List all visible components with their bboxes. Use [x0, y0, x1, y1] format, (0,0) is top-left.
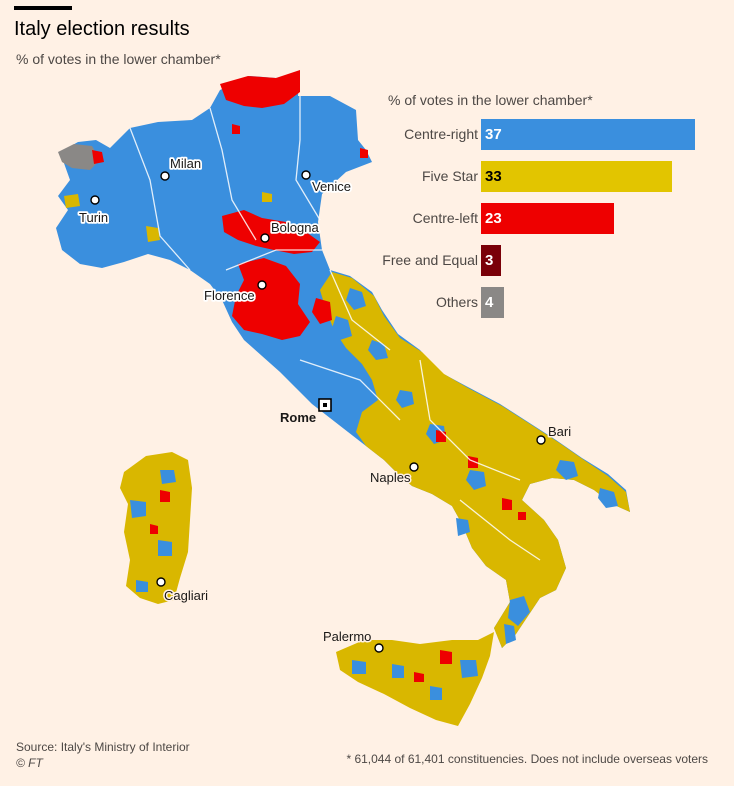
region-borders: [129, 96, 541, 561]
bar-chart-title: % of votes in the lower chamber*: [388, 92, 593, 108]
city-marker: [90, 195, 100, 205]
central-red-2: [232, 258, 310, 340]
bar-row: Centre-left 23: [0, 203, 734, 234]
bar-category-label: Centre-right: [404, 126, 478, 142]
bar-row: Free and Equal 3: [0, 245, 734, 276]
copyright-text: © FT: [16, 756, 43, 770]
bar: 23: [481, 203, 615, 234]
city-label-bari: Bari: [548, 424, 571, 439]
source-note: Source: Italy's Ministry of Interior © F…: [16, 739, 190, 771]
city-bari: Bari: [536, 423, 573, 445]
bar: 4: [481, 287, 505, 318]
city-label-rome: Rome: [280, 410, 316, 425]
city-palermo: Palermo: [322, 628, 384, 653]
south-blue-patches: [332, 288, 618, 644]
bar-value-label: 3: [485, 252, 494, 269]
ft-brand-bar: [14, 6, 72, 10]
city-label-naples: Naples: [370, 470, 411, 485]
city-venice: Venice: [301, 170, 353, 196]
city-bologna: Bologna: [260, 218, 321, 243]
north-specks: [64, 124, 368, 242]
city-marker: [156, 577, 166, 587]
city-milan: Milan: [160, 154, 203, 181]
city-marker: [374, 643, 384, 653]
city-florence: Florence: [202, 280, 267, 305]
city-marker: [260, 233, 270, 243]
central-red-1: [222, 210, 320, 254]
bar: 3: [481, 245, 501, 276]
city-label-bologna: Bologna: [271, 220, 319, 235]
page-subtitle: % of votes in the lower chamber*: [16, 51, 221, 67]
bar-row: Others 4: [0, 287, 734, 318]
south-tyrol-red: [220, 70, 300, 108]
bar-row: Five Star 33: [0, 161, 734, 192]
bar-value-label: 23: [485, 210, 502, 227]
bar-category-label: Others: [435, 294, 478, 310]
city-marker: [257, 280, 267, 290]
bar-value-label: 33: [485, 168, 502, 185]
bar-row: Centre-right 37: [0, 119, 734, 150]
city-label-venice: Venice: [312, 179, 351, 194]
city-turin: Turin: [77, 195, 110, 227]
city-label-cagliari: Cagliari: [164, 588, 208, 603]
source-text: Source: Italy's Ministry of Interior: [16, 740, 190, 754]
city-marker: [536, 435, 546, 445]
bar: 37: [481, 119, 695, 150]
city-label-milan: Milan: [170, 156, 201, 171]
bar-category-label: Centre-left: [412, 210, 478, 226]
city-marker: [160, 171, 170, 181]
central-red-3: [312, 298, 332, 324]
city-marker: [409, 462, 419, 472]
bar: 33: [481, 161, 672, 192]
bar-category-label: Five Star: [421, 168, 478, 184]
city-label-turin: Turin: [79, 210, 108, 225]
footnote: * 61,044 of 61,401 constituencies. Does …: [346, 752, 708, 766]
city-marker: [301, 170, 311, 180]
page-title: Italy election results: [14, 18, 190, 40]
island-blue-patches: [130, 470, 478, 700]
aosta-grey: [58, 144, 100, 170]
bar-value-label: 37: [485, 126, 502, 143]
city-cagliari: Cagliari: [156, 577, 210, 605]
bar-value-label: 4: [485, 294, 494, 311]
city-label-palermo: Palermo: [323, 629, 371, 644]
city-label-florence: Florence: [204, 288, 255, 303]
city-rome: Rome: [279, 398, 332, 427]
city-naples: Naples: [369, 462, 419, 487]
capital-marker-dot: [323, 403, 327, 407]
bar-category-label: Free and Equal: [382, 252, 478, 268]
